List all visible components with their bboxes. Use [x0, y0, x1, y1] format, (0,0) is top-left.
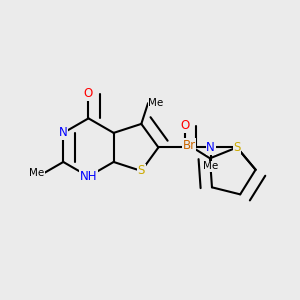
- Text: O: O: [84, 87, 93, 100]
- Text: S: S: [233, 141, 241, 154]
- Text: NH: NH: [80, 170, 97, 183]
- Text: Me: Me: [148, 98, 163, 108]
- Text: Br: Br: [182, 139, 196, 152]
- Text: N: N: [206, 141, 215, 154]
- Text: Me: Me: [203, 161, 218, 171]
- Text: S: S: [138, 164, 145, 178]
- Text: N: N: [59, 126, 68, 140]
- Text: O: O: [180, 119, 189, 132]
- Text: Me: Me: [29, 168, 44, 178]
